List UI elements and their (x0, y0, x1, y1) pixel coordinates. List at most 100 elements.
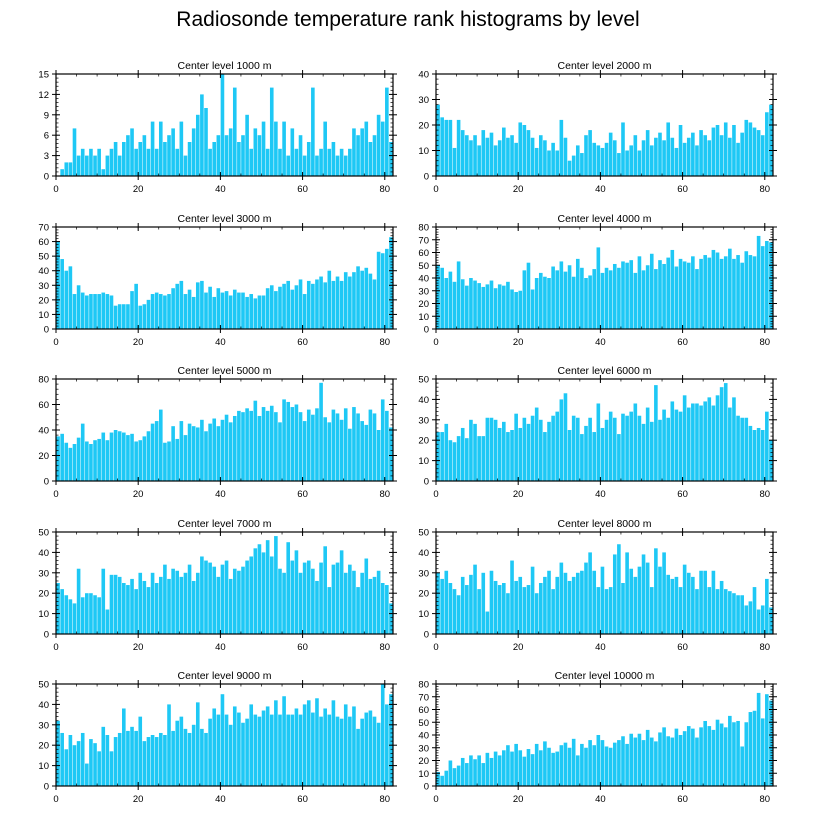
panel-8-bar (493, 580, 498, 634)
panel-5-bar (204, 431, 208, 481)
panel-8-bar (534, 593, 539, 634)
panel-2-ytick-label: 0 (424, 172, 429, 183)
panel-2-xtick-label: 20 (513, 184, 524, 195)
panel-6-bar (530, 415, 535, 481)
panel-9-bar (93, 743, 97, 786)
panel-3-title: Center level 3000 m (178, 213, 272, 225)
panel-8-bar (645, 562, 650, 634)
panel-3-bar (130, 291, 134, 329)
panel-10-bar (748, 712, 753, 786)
panel-4-bar (592, 269, 597, 329)
panel-4-title: Center level 4000 m (558, 213, 652, 225)
panel-7-bar (200, 556, 204, 634)
panel-4-bar (765, 241, 769, 329)
panel-3-ytick-label: 0 (44, 325, 49, 336)
panel-2-bar (612, 140, 617, 176)
panel-9-bar (97, 751, 101, 786)
panel-2-bar (765, 112, 769, 176)
panel-10-bar (555, 751, 560, 786)
panel-7-bar (72, 603, 77, 634)
panel-4-bar (703, 255, 707, 329)
panel-9-xtick-label: 60 (297, 794, 308, 805)
panel-8-bar (592, 570, 597, 634)
panel-1-frame (55, 73, 394, 177)
panel-4-bar (748, 255, 753, 329)
panel-6-bar (526, 423, 531, 481)
panel-2-bar (695, 145, 699, 176)
panel-6-bar (621, 413, 625, 481)
panel-10-bar (715, 719, 720, 786)
panel-6-ytick-label: 10 (418, 456, 429, 467)
panel-2-bar (740, 132, 744, 176)
panel-7-bar (376, 570, 381, 634)
panel-1-bar (187, 142, 192, 176)
panel-4-bar (477, 283, 481, 329)
panel-5-bar (101, 432, 106, 481)
panel-9-bar (68, 735, 73, 786)
panel-4-bar (662, 263, 666, 329)
panel-8-bar (703, 570, 707, 634)
panel-10-bar (547, 747, 551, 786)
panel-6-bar (641, 423, 646, 481)
panel-5-bar (130, 433, 134, 481)
panel-2-bar (715, 125, 720, 176)
panel-10-bar (588, 740, 592, 786)
panel-9-bar (253, 714, 258, 786)
panel-5-bar (179, 421, 184, 481)
panel-10-bar (633, 737, 638, 786)
panel-4-bar (728, 248, 732, 329)
panel-5-bar (212, 418, 217, 481)
panel-8-bar (514, 580, 518, 634)
panel-10-bar (534, 743, 539, 786)
panel-2-bar (460, 130, 465, 176)
panel-3-bar (360, 270, 364, 329)
panel-6-bar (645, 407, 650, 481)
panel-4-bar (534, 278, 539, 329)
panel-5-bar (191, 426, 196, 481)
panel-8-bar (686, 572, 691, 634)
panel-10-bar (452, 768, 457, 786)
panel-7-bar (187, 564, 192, 634)
panel-8-bar (625, 552, 629, 634)
panel-8-xtick-label: 60 (677, 642, 688, 653)
panel-2-bar (658, 132, 662, 176)
panel-3-bar (315, 279, 319, 329)
panel-6-xtick-label: 60 (677, 489, 688, 500)
panel-3-ytick-label: 20 (38, 295, 49, 306)
panel-10-bar (699, 727, 703, 786)
panel-8-frame (435, 531, 774, 635)
panel-2-bar (736, 142, 740, 176)
panel-9-xtick-label: 40 (215, 794, 226, 805)
panel-6-ytick-label: 30 (418, 415, 429, 426)
panel-2-bar (728, 137, 732, 176)
panel-7-bar (85, 593, 89, 634)
panel-7-ytick-label: 50 (38, 528, 49, 539)
panel-7-xtick-label: 60 (297, 642, 308, 653)
panel-9-bar (171, 730, 175, 786)
panel-4-xtick-label: 40 (595, 337, 606, 348)
panel-1-bar (241, 135, 245, 176)
panel-9-bar (298, 714, 303, 786)
panel-1-bar (282, 121, 286, 176)
panel-5-bar (249, 410, 254, 482)
panel-3-bar (72, 294, 77, 329)
panel-7-bar (64, 595, 69, 634)
panel-10-bar (522, 756, 527, 786)
panel-1-bar (335, 155, 340, 176)
panel-5-bar (146, 431, 151, 481)
panel-3-bar (368, 273, 373, 329)
panel-3-bar (80, 292, 85, 329)
panel-5-bar (93, 440, 97, 481)
panel-2-bar (473, 135, 477, 176)
panel-4-bar (538, 272, 543, 329)
panel-8-bar (588, 552, 592, 634)
panel-5-bar (339, 419, 344, 481)
panel-3-bar (167, 294, 171, 329)
panel-10-bar (732, 722, 736, 786)
panel-8-bar (567, 580, 572, 634)
panel-4-ytick-label: 30 (418, 286, 429, 297)
panel-9-bar (319, 716, 323, 786)
panel-7-bar (97, 597, 101, 634)
panel-1-bar (245, 114, 249, 176)
panel-5-bar (385, 410, 389, 482)
